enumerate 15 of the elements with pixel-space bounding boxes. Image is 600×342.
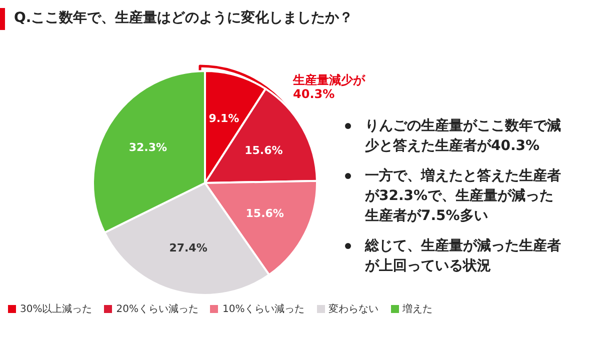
- legend-label: 10%くらい減った: [222, 302, 305, 316]
- chart-title: Q.ここ数年で、生産量はどのように変化しましたか？: [14, 9, 354, 27]
- legend-label: 増えた: [402, 302, 433, 316]
- legend-label: 30%以上減った: [20, 302, 92, 316]
- data-label: 15.6%: [246, 207, 284, 220]
- data-label: 32.3%: [128, 141, 168, 154]
- text: りんごの生産量がここ数年で減少と答えた生産者が40.3%: [365, 116, 562, 156]
- legend-label: 変わらない: [328, 302, 379, 316]
- text: 一方で、増えたと答えた生産者が32.3%で、生産量が減った生産者が7.5%多い: [365, 166, 562, 226]
- data-label: 27.4%: [169, 242, 208, 255]
- text: 総じて、生産量が減った生産者が上回っている状況: [365, 236, 562, 276]
- text: 生産量減少が 40.3%: [293, 73, 365, 101]
- legend-label: 20%くらい減った: [116, 302, 198, 316]
- data-label: 9.1%: [208, 112, 240, 126]
- data-label: 15.6%: [244, 144, 283, 157]
